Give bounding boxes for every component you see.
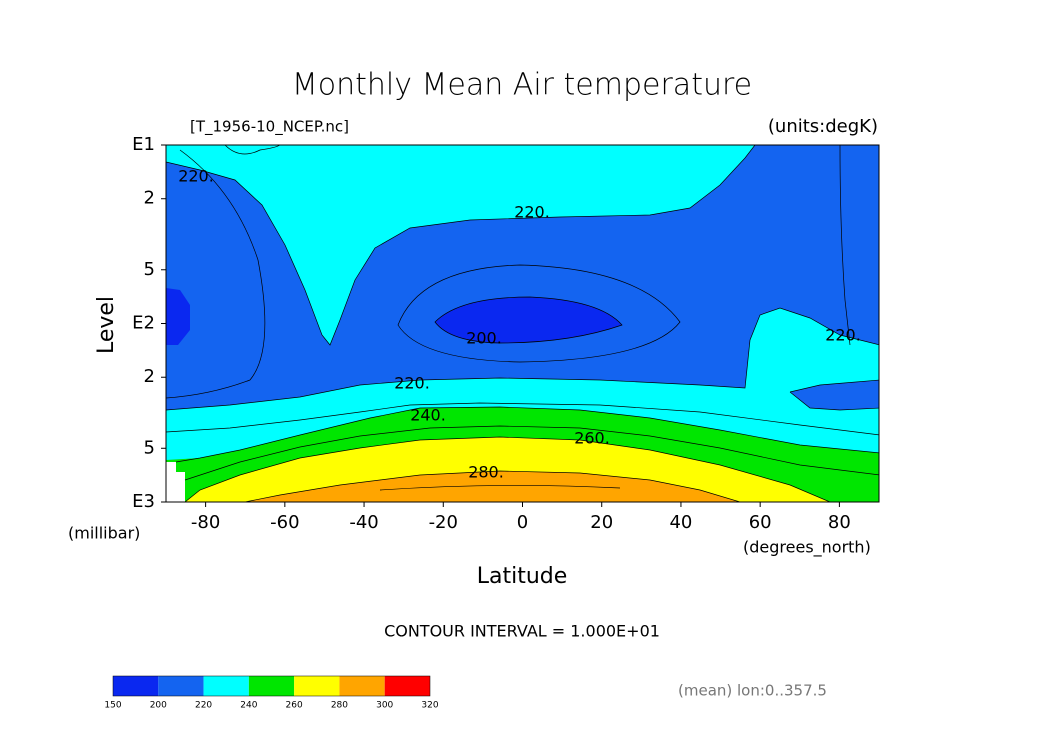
colorbar-box [384, 676, 430, 696]
y-tick-label: E3 [132, 491, 155, 512]
colorbar-box [339, 676, 385, 696]
contour-region [790, 380, 879, 410]
y-tick-label: 5 [144, 437, 155, 458]
colorbar-label: 320 [421, 701, 438, 711]
contour-label: 240. [410, 406, 446, 425]
contour-line [839, 145, 851, 346]
contour-line [184, 425, 879, 481]
contour-line [789, 379, 879, 411]
colorbar-label: 220 [195, 701, 212, 711]
contour-region [166, 145, 755, 345]
colorbar-label: 150 [104, 701, 121, 711]
x-axis-units: (degrees_north) [743, 538, 871, 558]
colorbar-box [203, 676, 249, 696]
x-axis-label: Latitude [477, 564, 568, 589]
colorbar-label: 200 [150, 701, 167, 711]
contour-line [397, 264, 681, 363]
colorbar-label: 300 [376, 701, 393, 711]
subtitle: [T_1956-10_NCEP.nc] [190, 118, 349, 137]
contour-line [244, 470, 741, 502]
contour-line [379, 485, 621, 491]
contour-label: 220. [514, 203, 550, 222]
contour-interval: CONTOUR INTERVAL = 1.000E+01 [384, 622, 660, 641]
contour-line [166, 149, 266, 399]
colorbar-box [158, 676, 204, 696]
x-tick-label: 0 [517, 512, 528, 533]
contour-region [245, 471, 740, 502]
contour-label: 220. [394, 374, 430, 393]
y-tick-label: E2 [132, 313, 155, 334]
colorbar-frame [112, 675, 431, 697]
contour-line [184, 436, 831, 502]
x-tick-label: 80 [828, 512, 851, 533]
colorbar-label: 280 [331, 701, 348, 711]
colorbar-label: 240 [240, 701, 257, 711]
colorbar-box [294, 676, 340, 696]
colorbar-box [113, 676, 159, 696]
contour-line [166, 145, 756, 346]
contour-region [435, 297, 622, 343]
contour-label: 260. [574, 429, 610, 448]
x-tick-label: 40 [669, 512, 692, 533]
x-tick-label: -40 [349, 512, 378, 533]
x-tick-label: -80 [191, 512, 220, 533]
missing-data [166, 462, 185, 502]
contour-line [224, 145, 281, 155]
colorbar-box [248, 676, 295, 696]
y-tick-label: 2 [144, 366, 155, 387]
contour-label: 220. [178, 167, 214, 186]
contour-label: 280. [468, 463, 504, 482]
x-tick-label: 20 [590, 512, 613, 533]
contour-label: 220. [825, 326, 861, 345]
colorbar-label: 260 [286, 701, 303, 711]
contour-line [175, 406, 879, 463]
units: (units:degK) [768, 116, 878, 137]
y-axis-label: Level [94, 296, 119, 354]
x-tick-label: -20 [429, 512, 458, 533]
x-tick-label: -60 [270, 512, 299, 533]
y-axis-units: (millibar) [68, 524, 140, 543]
note: (mean) lon:0..357.5 [678, 682, 827, 700]
x-tick-label: 60 [749, 512, 772, 533]
plot-area: 220. 220. 200. 220. 220. 240. 260. 280. [165, 144, 880, 503]
fields [166, 145, 879, 502]
contour-line [166, 307, 879, 411]
y-tick-label: E1 [132, 134, 155, 155]
contour-region [166, 288, 190, 345]
contour-label: 200. [466, 329, 502, 348]
contour-line [434, 296, 623, 344]
chart-title: Monthly Mean Air temperature [292, 68, 752, 103]
y-tick-label: 5 [144, 259, 155, 280]
contour-line [166, 402, 879, 436]
y-tick-label: 2 [144, 188, 155, 209]
